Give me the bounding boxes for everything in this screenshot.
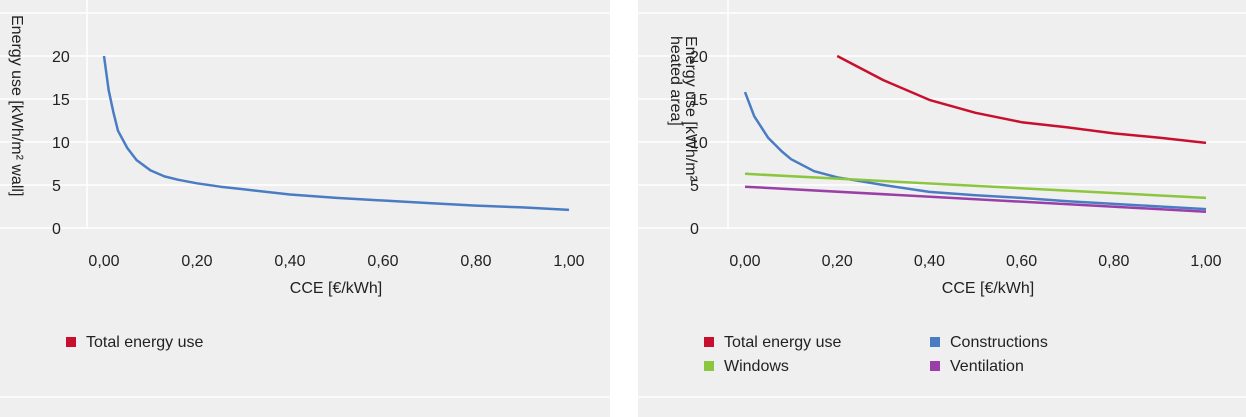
x-tick-label: 1,00 xyxy=(1190,253,1221,270)
series-line xyxy=(744,172,1207,200)
legend-label: Total energy use xyxy=(86,334,204,351)
y-tick-label: 20 xyxy=(52,49,70,66)
legend-label: Windows xyxy=(724,358,789,375)
legend-swatch xyxy=(930,337,940,347)
x-tick-label: 0,20 xyxy=(822,253,853,270)
legend-swatch xyxy=(704,361,714,371)
chart-panel-right: 0 5 10 15 20 0,00 0,20 0,40 0,60 0,80 1,00 CCE [€/k… xyxy=(638,0,1246,417)
x-axis-title: CCE [€/kWh] xyxy=(942,280,1034,297)
series-line xyxy=(743,91,1207,211)
y-axis-title: Energy use [kWh/m²heated area] xyxy=(667,36,699,182)
y-tick-label: 15 xyxy=(690,92,708,109)
y-tick-label: 0 xyxy=(52,221,61,238)
y-tick-label: 10 xyxy=(52,135,70,152)
legend-swatch xyxy=(930,361,940,371)
y-tick-label: 20 xyxy=(690,49,708,66)
y-tick-label: 5 xyxy=(690,178,699,195)
chart-energy-heated-area: 0 5 10 15 20 0,00 0,20 0,40 0,60 0,80 1,00 CCE [€/k… xyxy=(638,0,1246,398)
y-axis-title-line: Energy use [kWh/m² xyxy=(682,36,699,182)
y-axis-title-group: Energy use [kWh/m² wall] xyxy=(8,15,25,196)
x-tick-label: 0,60 xyxy=(1006,253,1037,270)
x-tick-label: 0,40 xyxy=(914,253,945,270)
x-tick-label: 0,20 xyxy=(181,253,212,270)
series-line xyxy=(836,54,1207,145)
y-axis-title-group: Energy use [kWh/m²heated area] xyxy=(667,36,699,182)
x-tick-label: 0,80 xyxy=(460,253,491,270)
x-tick-label: 1,00 xyxy=(553,253,584,270)
x-tick-label: 0,60 xyxy=(367,253,398,270)
legend-label: Total energy use xyxy=(724,334,842,351)
x-axis-title: CCE [€/kWh] xyxy=(290,280,382,297)
y-tick-label: 5 xyxy=(52,178,61,195)
y-tick-label: 15 xyxy=(52,92,70,109)
x-tick-label: 0,00 xyxy=(88,253,119,270)
y-tick-label: 0 xyxy=(690,221,699,238)
x-tick-label: 0,40 xyxy=(274,253,305,270)
y-axis-title-line: heated area] xyxy=(667,36,684,126)
legend-swatch xyxy=(66,337,76,347)
legend-label: Ventilation xyxy=(950,358,1024,375)
series-line xyxy=(102,55,570,212)
series-line xyxy=(744,185,1207,213)
legend-swatch xyxy=(704,337,714,347)
chart-panel-left: 0 5 10 15 20 0,00 0,20 0,40 0,60 0,80 1,00 CCE [€/k… xyxy=(0,0,610,417)
chart-energy-wall: 0 5 10 15 20 0,00 0,20 0,40 0,60 0,80 1,00 CCE [€/k… xyxy=(0,0,610,398)
x-tick-label: 0,80 xyxy=(1098,253,1129,270)
y-axis-title: Energy use [kWh/m² wall] xyxy=(8,15,25,196)
legend-label: Constructions xyxy=(950,334,1048,351)
y-tick-label: 10 xyxy=(690,135,708,152)
x-tick-label: 0,00 xyxy=(729,253,760,270)
